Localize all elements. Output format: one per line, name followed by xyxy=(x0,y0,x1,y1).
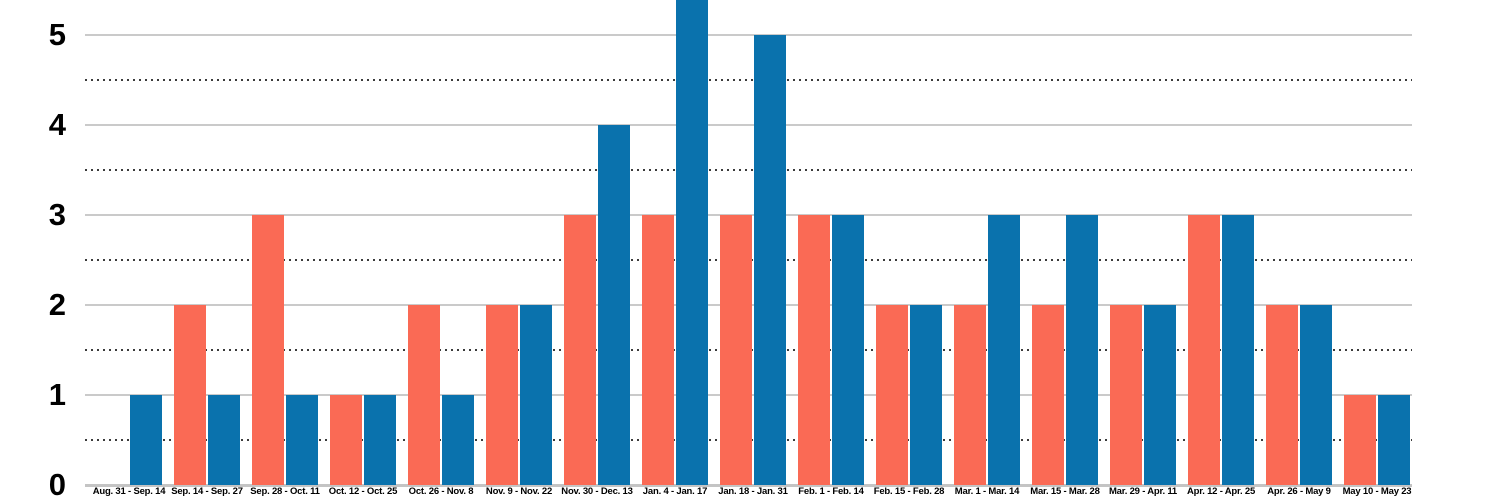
bar-red xyxy=(798,215,830,485)
bar-blue xyxy=(286,395,318,485)
bar-blue xyxy=(598,125,630,485)
bar-blue xyxy=(676,0,708,485)
bar-blue xyxy=(442,395,474,485)
x-category-label: Mar. 15 - Mar. 28 xyxy=(1030,486,1100,497)
x-category-label: May 10 - May 23 xyxy=(1342,486,1412,497)
x-category-label: Apr. 12 - Apr. 25 xyxy=(1186,486,1256,497)
bar-red xyxy=(330,395,362,485)
bar-blue xyxy=(910,305,942,485)
y-tick-label: 1 xyxy=(48,377,66,412)
bar-blue xyxy=(1066,215,1098,485)
bar-red xyxy=(1188,215,1220,485)
bar-blue xyxy=(832,215,864,485)
x-category-label: Feb. 15 - Feb. 28 xyxy=(873,486,945,497)
bar-blue xyxy=(208,395,240,485)
bar-blue xyxy=(1222,215,1254,485)
y-tick-label: 3 xyxy=(48,197,66,232)
bar-blue xyxy=(130,395,162,485)
gridline-solid xyxy=(85,124,1412,126)
bar-red xyxy=(1266,305,1298,485)
gridline-dotted xyxy=(85,79,1412,81)
bar-red xyxy=(642,215,674,485)
bar-red xyxy=(408,305,440,485)
bar-blue xyxy=(1300,305,1332,485)
x-category-label: Apr. 26 - May 9 xyxy=(1267,486,1331,497)
y-tick-label: 0 xyxy=(48,467,66,500)
x-category-label: Nov. 9 - Nov. 22 xyxy=(485,486,553,497)
y-tick-label: 2 xyxy=(48,287,66,322)
bar-red xyxy=(252,215,284,485)
bar-red xyxy=(1032,305,1064,485)
gridline-solid xyxy=(85,34,1412,36)
x-category-label: Oct. 12 - Oct. 25 xyxy=(328,486,398,497)
x-category-label: Nov. 30 - Dec. 13 xyxy=(561,486,633,497)
x-category-label: Jan. 4 - Jan. 17 xyxy=(642,486,708,497)
bar-red xyxy=(174,305,206,485)
bar-red xyxy=(1344,395,1376,485)
y-tick-label: 4 xyxy=(48,107,66,142)
y-tick-label: 5 xyxy=(48,17,66,52)
bar-blue xyxy=(364,395,396,485)
gridline-dotted xyxy=(85,169,1412,171)
x-axis-line xyxy=(85,484,1412,487)
x-category-label: Jan. 18 - Jan. 31 xyxy=(718,486,788,497)
x-category-label: Feb. 1 - Feb. 14 xyxy=(798,486,864,497)
bar-red xyxy=(1110,305,1142,485)
bar-red xyxy=(564,215,596,485)
bar-red xyxy=(486,305,518,485)
bar-blue xyxy=(1378,395,1410,485)
bar-blue xyxy=(754,35,786,485)
bar-red xyxy=(876,305,908,485)
bar-blue xyxy=(1144,305,1176,485)
bar-blue xyxy=(988,215,1020,485)
x-category-label: Sep. 28 - Oct. 11 xyxy=(250,486,320,497)
bar-red xyxy=(954,305,986,485)
x-category-label: Mar. 1 - Mar. 14 xyxy=(954,486,1020,497)
bar-red xyxy=(720,215,752,485)
x-category-label: Aug. 31 - Sep. 14 xyxy=(92,486,166,497)
x-category-label: Sep. 14 - Sep. 27 xyxy=(171,486,243,497)
x-category-label: Mar. 29 - Apr. 11 xyxy=(1108,486,1178,497)
x-category-label: Oct. 26 - Nov. 8 xyxy=(408,486,474,497)
bar-blue xyxy=(520,305,552,485)
